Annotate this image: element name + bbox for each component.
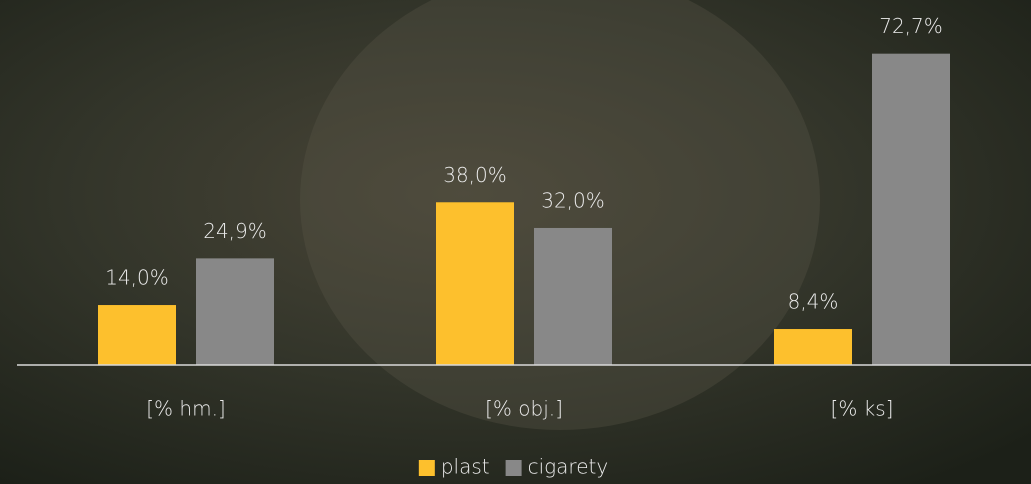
value-label: 32,0% bbox=[541, 188, 605, 212]
legend-swatch bbox=[419, 460, 435, 476]
legend-swatch bbox=[506, 460, 522, 476]
bar bbox=[872, 54, 950, 365]
value-label: 38,0% bbox=[443, 163, 507, 187]
value-label: 72,7% bbox=[879, 14, 943, 38]
bar bbox=[534, 228, 612, 365]
chart: 14,0% 24,9% [% hm.] 38,0% 32,0% [% obj.] 8,4% 7… bbox=[0, 0, 1031, 484]
x-tick-label: [% ks] bbox=[831, 397, 894, 421]
legend-label: plast bbox=[441, 455, 490, 479]
bar bbox=[436, 202, 514, 365]
bar bbox=[774, 329, 852, 365]
bar bbox=[98, 305, 176, 365]
value-label: 24,9% bbox=[203, 219, 267, 243]
x-tick-label: [% obj.] bbox=[485, 397, 563, 421]
bar bbox=[196, 258, 274, 365]
value-label: 8,4% bbox=[788, 290, 839, 314]
x-tick-label: [% hm.] bbox=[146, 397, 225, 421]
legend-label: cigarety bbox=[528, 455, 609, 479]
value-label: 14,0% bbox=[105, 266, 169, 290]
